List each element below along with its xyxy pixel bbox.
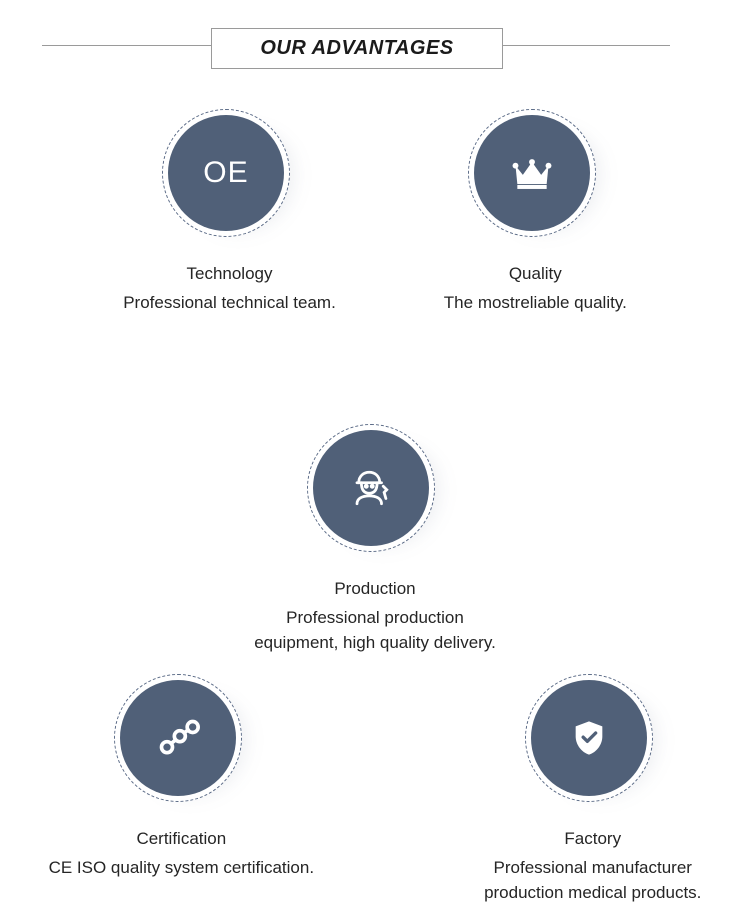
badge [525, 674, 653, 802]
section-header: OUR ADVANTAGES [0, 28, 750, 69]
badge [468, 109, 596, 237]
card-desc: Professional manufacturer production med… [484, 855, 701, 906]
card-factory: Factory Professional manufacturer produc… [484, 674, 701, 906]
oe-icon: OE [203, 156, 248, 190]
card-title: Technology [186, 264, 272, 284]
badge [307, 424, 435, 552]
card-title: Factory [564, 829, 621, 849]
badge-wrap [114, 674, 249, 809]
title-box: OUR ADVANTAGES [211, 28, 502, 69]
advantages-row-1: OE Technology Professional technical tea… [0, 109, 750, 656]
badge-inner: OE [168, 115, 284, 231]
card-quality: Quality The mostreliable quality. [444, 109, 627, 316]
card-title: Quality [509, 264, 562, 284]
card-desc: The mostreliable quality. [444, 290, 627, 316]
badge-wrap [307, 424, 442, 559]
card-production: Production Professional production equip… [254, 424, 496, 656]
card-desc: Professional production equipment, high … [254, 605, 496, 656]
card-certification: Certification CE ISO quality system cert… [49, 674, 314, 906]
shield-icon [569, 718, 609, 758]
badge-inner [531, 680, 647, 796]
section-title: OUR ADVANTAGES [260, 37, 453, 59]
badge-inner [120, 680, 236, 796]
badge-wrap [468, 109, 603, 244]
card-title: Certification [136, 829, 226, 849]
chain-icon [156, 716, 200, 760]
badge: OE [162, 109, 290, 237]
card-technology: OE Technology Professional technical tea… [123, 109, 336, 316]
badge-inner [474, 115, 590, 231]
badge-wrap: OE [162, 109, 297, 244]
card-desc: CE ISO quality system certification. [49, 855, 314, 881]
crown-icon [510, 151, 554, 195]
badge-inner [313, 430, 429, 546]
badge-wrap [525, 674, 660, 809]
advantages-row-2: Certification CE ISO quality system cert… [0, 674, 750, 906]
worker-icon [350, 467, 392, 509]
badge [114, 674, 242, 802]
card-desc: Professional technical team. [123, 290, 336, 316]
